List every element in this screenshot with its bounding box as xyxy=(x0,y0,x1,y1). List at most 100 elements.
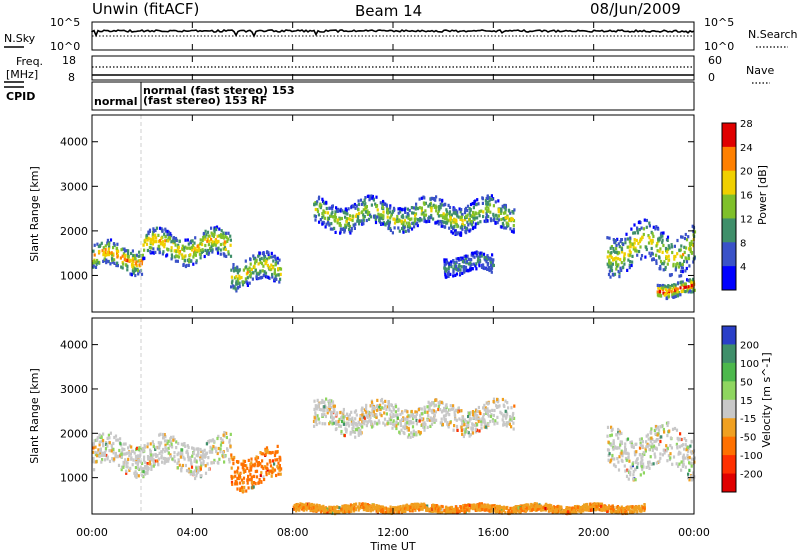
heatmap-cell xyxy=(629,440,632,445)
heatmap-cell xyxy=(432,409,436,413)
heatmap-cell xyxy=(191,446,194,450)
heatmap-cell xyxy=(178,463,181,467)
heatmap-cell xyxy=(375,509,378,513)
heatmap-cell xyxy=(192,451,195,455)
heatmap-cell xyxy=(609,246,612,250)
heatmap-cell xyxy=(317,402,320,406)
heatmap-cell xyxy=(446,421,449,425)
heatmap-cell xyxy=(269,451,272,455)
heatmap-cell xyxy=(436,212,439,216)
heatmap-cell xyxy=(346,504,349,508)
heatmap-cell xyxy=(471,431,475,435)
heatmap-cell xyxy=(659,456,662,460)
heatmap-cell xyxy=(166,457,169,461)
heatmap-cell xyxy=(395,426,398,431)
heatmap-cell xyxy=(339,424,342,428)
heatmap-cell xyxy=(690,478,693,482)
heatmap-cell xyxy=(658,442,661,447)
heatmap-cell xyxy=(362,208,365,212)
heatmap-cell xyxy=(195,259,198,263)
heatmap-cell xyxy=(149,238,152,243)
heatmap-cell xyxy=(445,267,448,271)
heatmap-cell xyxy=(397,508,400,512)
heatmap-cell xyxy=(192,446,195,451)
heatmap-cell xyxy=(340,419,344,424)
heatmap-cell xyxy=(247,474,250,478)
heatmap-cell xyxy=(426,418,429,422)
heatmap-cell xyxy=(256,456,260,460)
heatmap-cell xyxy=(492,263,495,267)
heatmap-cell xyxy=(443,216,446,220)
heatmap-cell xyxy=(255,272,258,276)
heatmap-cell xyxy=(256,461,259,465)
heatmap-cell xyxy=(496,405,499,409)
heatmap-cell xyxy=(214,243,217,247)
heatmap-cell xyxy=(222,440,225,444)
heatmap-cell xyxy=(410,217,413,221)
heatmap-cell xyxy=(610,250,613,255)
heatmap-cell xyxy=(476,251,479,255)
heatmap-cell xyxy=(648,466,651,470)
heatmap-cell xyxy=(270,251,273,255)
heatmap-cell xyxy=(388,405,391,409)
heatmap-cell xyxy=(152,247,155,251)
heatmap-cell xyxy=(337,419,340,424)
heatmap-cell xyxy=(334,509,337,513)
heatmap-cell xyxy=(343,230,346,234)
heatmap-cell xyxy=(210,237,213,241)
heatmap-cell xyxy=(427,414,430,418)
heatmap-cell xyxy=(360,423,363,427)
heatmap-cell xyxy=(127,255,130,259)
heatmap-cell xyxy=(216,451,219,456)
heatmap-cell xyxy=(357,202,360,207)
heatmap-cell xyxy=(199,467,202,471)
heatmap-cell xyxy=(483,504,487,508)
heatmap-cell xyxy=(665,296,668,301)
heatmap-cell xyxy=(461,227,464,231)
heatmap-cell xyxy=(464,214,468,218)
heatmap-cell xyxy=(263,273,266,277)
heatmap-cell xyxy=(681,235,684,239)
heatmap-cell xyxy=(437,508,440,512)
heatmap-cell xyxy=(122,252,125,256)
heatmap-cell xyxy=(486,200,489,204)
heatmap-cell xyxy=(97,448,100,452)
heatmap-cell xyxy=(348,229,351,233)
heatmap-cell xyxy=(401,418,404,422)
heatmap-cell xyxy=(250,267,253,271)
heatmap-cell xyxy=(321,212,324,216)
heatmap-cell xyxy=(431,410,434,415)
heatmap-cell xyxy=(144,238,147,242)
heatmap-cell xyxy=(242,462,245,466)
heatmap-cell xyxy=(179,453,182,457)
heatmap-cell xyxy=(438,402,441,406)
heatmap-cell xyxy=(636,457,639,461)
heatmap-cell xyxy=(631,260,634,264)
heatmap-cell xyxy=(353,224,356,228)
heatmap-cell xyxy=(655,427,658,431)
heatmap-cell xyxy=(413,225,416,229)
heatmap-cell xyxy=(267,252,270,257)
heatmap-cell xyxy=(106,238,109,242)
heatmap-cell xyxy=(164,459,167,464)
heatmap-cell xyxy=(455,219,458,223)
heatmap-cell xyxy=(423,407,426,411)
heatmap-cell xyxy=(199,447,202,452)
colorbar-swatch xyxy=(722,266,736,291)
heatmap-cell xyxy=(164,235,167,239)
heatmap-cell xyxy=(671,250,674,255)
heatmap-cell xyxy=(95,454,99,458)
heatmap-cell xyxy=(241,466,244,470)
heatmap-cell xyxy=(441,409,444,413)
heatmap-cell xyxy=(648,251,651,255)
heatmap-cell xyxy=(467,262,470,266)
heatmap-cell xyxy=(140,272,144,276)
heatmap-cell xyxy=(372,413,375,417)
heatmap-cell xyxy=(190,465,194,469)
heatmap-cell xyxy=(615,446,619,450)
heatmap-cell xyxy=(432,417,435,421)
heatmap-cell xyxy=(345,217,349,221)
heatmap-cell xyxy=(462,268,465,272)
heatmap-cell xyxy=(429,197,432,201)
heatmap-cell xyxy=(542,508,545,512)
